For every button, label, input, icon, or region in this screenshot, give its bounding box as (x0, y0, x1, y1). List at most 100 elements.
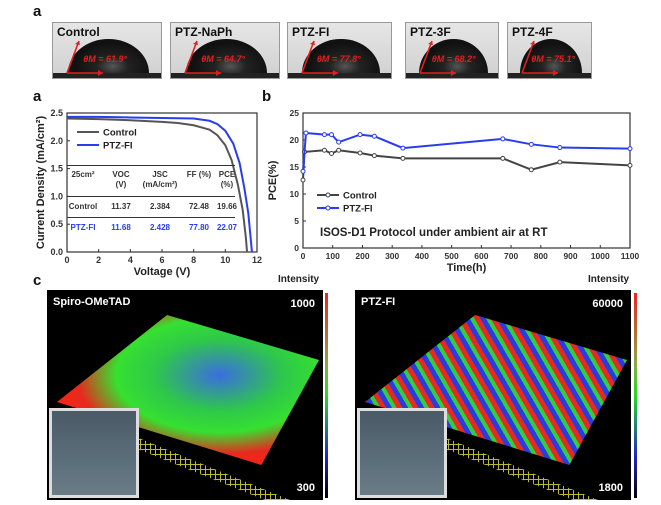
map-ptz-fi: PTZ-FI 60000 1800 (355, 290, 631, 500)
table-header: VOC (V) (112, 170, 130, 189)
data-point (400, 155, 406, 161)
sample-name: PTZ-3F (410, 25, 451, 39)
x-tick-label: 200 (355, 251, 369, 261)
series-line-control (302, 149, 631, 181)
angle-arrows-icon (184, 40, 221, 76)
map-title: PTZ-FI (361, 296, 396, 308)
contact-angle-value: θM = 75.1° (531, 54, 576, 64)
data-point (500, 136, 506, 142)
legend-label: Control (103, 128, 137, 139)
data-point (528, 167, 534, 173)
sample-name: PTZ-NaPh (175, 25, 233, 39)
x-tick-label: 12 (252, 255, 262, 265)
table-header: 25cm² (71, 170, 95, 179)
angle-arrows-icon (301, 40, 338, 76)
data-point (357, 150, 363, 156)
data-point (557, 145, 563, 151)
table-cell: 77.80 (188, 223, 210, 232)
data-point (321, 147, 327, 153)
data-point (336, 147, 342, 153)
data-point (357, 132, 363, 138)
x-axis-label: Voltage (V) (134, 266, 191, 278)
legend-label: Control (343, 191, 377, 202)
y-tick-label: 25 (290, 108, 300, 118)
x-tick-label: 300 (385, 251, 399, 261)
colorbar-label: Intensity (278, 274, 320, 285)
substrate (508, 73, 591, 78)
x-tick-label: 1000 (591, 251, 610, 261)
contact-angle-image: PTZ-4F θM = 75.1° (507, 22, 592, 79)
data-point (329, 132, 335, 138)
x-tick-label: 0 (301, 251, 306, 261)
data-point (329, 151, 335, 156)
y-tick-label: 15 (290, 162, 300, 172)
colorbar-max: 1000 (290, 298, 315, 310)
panel-label-b: b (262, 88, 272, 105)
x-tick-label: 500 (445, 251, 459, 261)
x-tick-label: 1100 (621, 251, 640, 261)
data-point (627, 162, 633, 168)
data-point (371, 153, 377, 159)
angle-arrows-icon (521, 40, 558, 76)
data-point (557, 159, 563, 165)
y-tick-label: 1.0 (50, 191, 63, 201)
contact-angle-image: Control θM = 61.9° (52, 22, 162, 79)
legend-label: PTZ-FI (343, 204, 373, 215)
device-photo-inset (357, 408, 447, 498)
sample-name: PTZ-4F (512, 25, 553, 39)
table-cell: 2.384 (149, 202, 171, 211)
data-point (321, 132, 327, 138)
substrate (288, 73, 391, 78)
y-tick-label: 0.0 (50, 247, 63, 257)
device-photo-inset (49, 408, 139, 498)
colorbar-max: 60000 (592, 298, 623, 310)
table-header: JSC (mA/cm²) (142, 170, 178, 189)
panel-label-c: c (33, 272, 42, 289)
chart-annotation: ISOS-D1 Protocol under ambient air at RT (320, 227, 547, 239)
x-tick-label: 800 (534, 251, 548, 261)
y-tick-label: 0.5 (50, 219, 63, 229)
x-tick-label: 6 (159, 255, 164, 265)
data-point (400, 145, 406, 151)
contact-angle-image: PTZ-NaPh θM = 64.7° (170, 22, 280, 79)
data-point (528, 141, 534, 147)
table-cell: 2.428 (149, 223, 171, 232)
x-tick-label: 400 (415, 251, 429, 261)
data-point (627, 146, 633, 152)
x-tick-label: 900 (563, 251, 577, 261)
device-parameters-table: 25cm² VOC (V) JSC (mA/cm²) FF (%) PCE (%) Con… (67, 165, 237, 240)
data-point (303, 130, 309, 136)
colorbar-min: 1800 (598, 482, 623, 494)
y-tick-label: 5 (294, 216, 299, 226)
map-title: Spiro-OMeTAD (53, 296, 131, 308)
sample-name: Control (57, 25, 100, 39)
x-tick-label: 8 (191, 255, 196, 265)
y-axis-label: PCE(%) (267, 160, 279, 200)
series-line-control (66, 117, 249, 253)
table-header: FF (%) (186, 170, 212, 179)
x-tick-label: 600 (474, 251, 488, 261)
x-tick-label: 0 (64, 255, 69, 265)
substrate (171, 73, 279, 78)
data-point (500, 155, 506, 161)
jv-chart: 0 2 4 6 8 10 12 0.0 0.5 1.0 1.5 2.0 2.5 Voltage (V) Cu… (35, 108, 262, 278)
contact-angle-value: θM = 77.8° (316, 54, 361, 64)
table-cell: 22.07 (216, 223, 238, 232)
legend-marker (325, 192, 331, 198)
panel-label-a: a (33, 88, 42, 105)
angle-arrows-icon (419, 40, 456, 76)
x-tick-label: 100 (326, 251, 340, 261)
colorbar (634, 293, 637, 498)
data-point (371, 133, 377, 139)
substrate (406, 73, 498, 78)
y-tick-label: 1.5 (50, 164, 63, 174)
colorbar-label: Intensity (588, 274, 630, 285)
table-cell: 11.68 (111, 223, 131, 232)
angle-arrows-icon (66, 40, 103, 76)
y-tick-label: 2.0 (50, 136, 63, 146)
x-tick-label: 700 (504, 251, 518, 261)
y-tick-label: 10 (290, 189, 300, 199)
legend-marker (325, 205, 331, 211)
legend-label: PTZ-FI (103, 141, 133, 152)
data-point (300, 168, 306, 174)
